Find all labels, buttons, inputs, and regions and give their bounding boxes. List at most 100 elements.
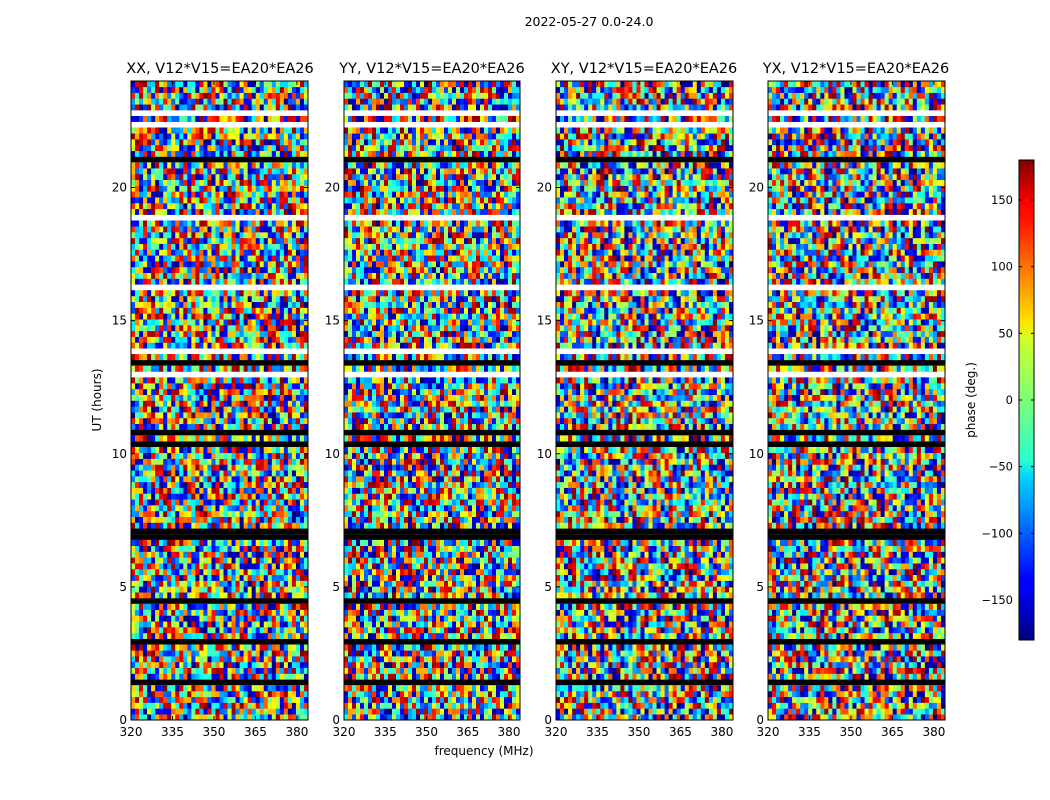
heatmap-cell (295, 86, 301, 93)
heatmap-cell (207, 667, 212, 674)
heatmap-cell (187, 173, 192, 181)
heatmap-cell (215, 237, 220, 244)
heatmap-cell (131, 301, 136, 308)
heatmap-cell (147, 609, 152, 616)
heatmap-cell (159, 470, 164, 477)
heatmap-cell (283, 150, 289, 157)
heatmap-cell (255, 249, 261, 256)
heatmap-cell (143, 563, 148, 570)
heatmap-cell (247, 272, 252, 279)
heatmap-cell (139, 202, 144, 210)
heatmap-cell (243, 232, 248, 239)
heatmap-cell (368, 690, 373, 698)
heatmap-cell (271, 505, 277, 512)
heatmap-cell (275, 179, 281, 186)
heatmap-cell (131, 609, 136, 616)
heatmap-cell (247, 470, 252, 477)
heatmap-cell (271, 261, 277, 268)
heatmap-cell (243, 86, 248, 93)
heatmap-cell (195, 499, 200, 506)
heatmap-cell (412, 650, 417, 657)
heatmap-cell (255, 417, 261, 425)
heatmap-cell (203, 98, 208, 105)
heatmap-cell (211, 627, 216, 634)
heatmap-cell (183, 377, 188, 384)
heatmap-cell (267, 522, 273, 529)
heatmap-cell (392, 632, 397, 639)
heatmap-cell (187, 86, 192, 93)
heatmap-cell (195, 179, 200, 186)
heatmap-cell (227, 290, 232, 297)
heatmap-cell (448, 690, 453, 698)
heatmap-cell (131, 208, 136, 215)
heatmap-cell (207, 324, 212, 332)
heatmap-cell (251, 115, 257, 122)
heatmap-cell (500, 685, 505, 692)
heatmap-cell (380, 685, 385, 692)
heatmap-cell (396, 603, 401, 610)
heatmap-cell (175, 243, 180, 250)
heatmap-cell (143, 644, 148, 651)
heatmap-cell (171, 394, 176, 401)
heatmap-cell (207, 650, 212, 657)
heatmap-cell (179, 104, 184, 111)
heatmap-cell (259, 342, 265, 349)
heatmap-cell (291, 81, 297, 88)
heatmap-cell (215, 476, 220, 483)
heatmap-cell (263, 365, 269, 372)
heatmap-cell (223, 261, 228, 268)
heatmap-cell (175, 98, 180, 105)
heatmap-cell (135, 406, 140, 413)
heatmap-cell (468, 667, 473, 674)
heatmap-cell (223, 354, 228, 361)
heatmap-cell (219, 406, 224, 413)
heatmap-cell (263, 202, 269, 210)
heatmap-cell (207, 232, 212, 239)
heatmap-cell (163, 481, 168, 488)
heatmap-cell (299, 464, 305, 471)
heatmap-cell (275, 144, 281, 152)
heatmap-cell (179, 510, 184, 517)
heatmap-cell (348, 696, 353, 703)
heatmap-cell (151, 644, 156, 651)
heatmap-cell (155, 685, 160, 692)
heatmap-cell (187, 139, 192, 146)
heatmap-cell (235, 627, 240, 634)
heatmap-cell (295, 342, 301, 349)
heatmap-cell (372, 667, 377, 674)
heatmap-cell (295, 452, 301, 459)
heatmap-cell (243, 278, 248, 285)
heatmap-cell (147, 191, 152, 198)
heatmap-cell (259, 603, 265, 610)
heatmap-cell (179, 650, 184, 657)
heatmap-cell (344, 603, 349, 610)
heatmap-cell (199, 470, 204, 477)
heatmap-cell (175, 708, 180, 715)
heatmap-cell (227, 342, 232, 349)
heatmap-cell (287, 551, 293, 558)
heatmap-cell (223, 150, 228, 157)
heatmap-cell (267, 406, 273, 413)
heatmap-cell (231, 162, 236, 169)
heatmap-cell (291, 661, 297, 669)
heatmap-cell (159, 708, 164, 715)
heatmap-cell (171, 92, 176, 99)
heatmap-cell (131, 319, 136, 326)
heatmap-cell (303, 609, 309, 616)
heatmap-cell (207, 336, 212, 343)
heatmap-cell (235, 150, 240, 157)
heatmap-cell (171, 580, 176, 587)
heatmap-cell (287, 133, 293, 140)
heatmap-cell (139, 714, 144, 721)
heatmap-cell (243, 690, 248, 698)
heatmap-cell (231, 295, 236, 303)
heatmap-cell (243, 417, 248, 425)
heatmap-cell (299, 197, 305, 204)
heatmap-cell (227, 394, 232, 401)
heatmap-cell (195, 243, 200, 250)
heatmap-cell (191, 406, 196, 413)
heatmap-cell (388, 650, 393, 657)
heatmap-cell (135, 667, 140, 674)
heatmap-cell (159, 179, 164, 186)
heatmap-cell (223, 255, 228, 262)
